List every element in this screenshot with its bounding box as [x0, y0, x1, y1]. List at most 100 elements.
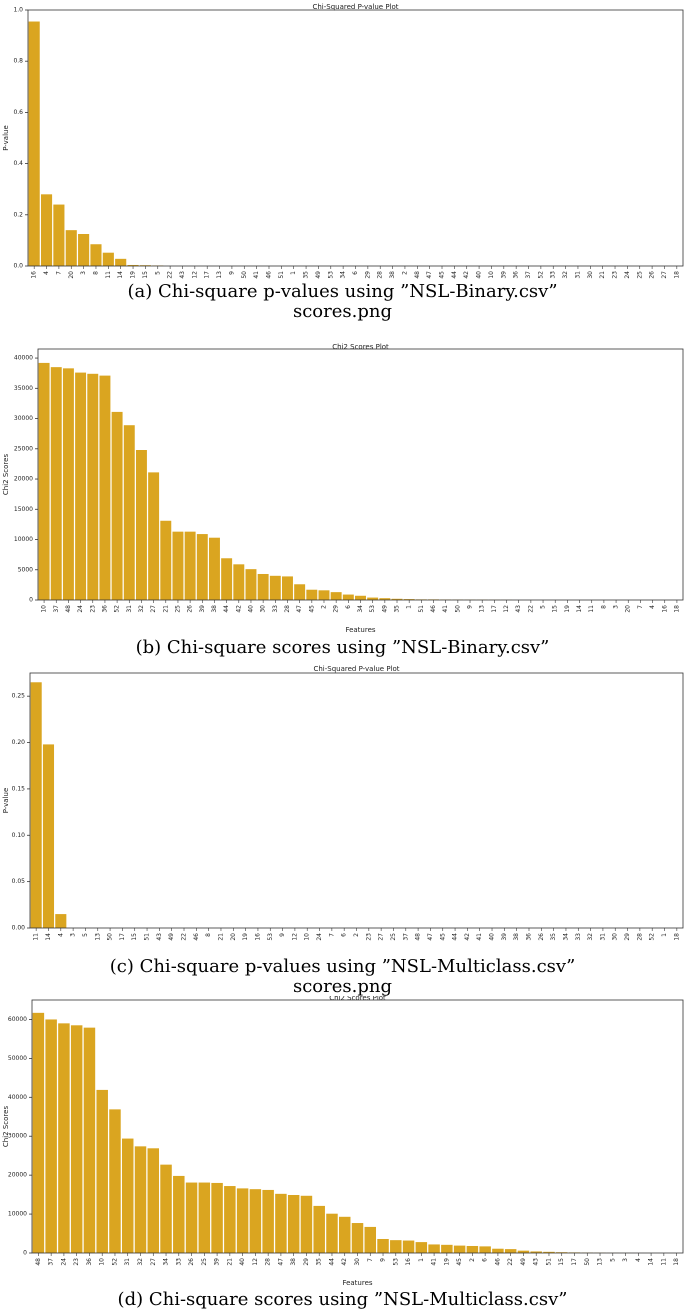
chart-c-xtick-label: 29: [624, 933, 631, 941]
chart-c-xtick-label: 21: [217, 933, 224, 941]
chart-d-bar: [428, 1244, 440, 1253]
chart-b-bar: [355, 595, 366, 600]
chart-a-bar: [127, 264, 139, 266]
chart-c-ytick-label: 0.20: [12, 739, 26, 746]
chart-c-bar: [55, 914, 67, 928]
chart-b-xtick-label: 7: [637, 605, 644, 609]
chart-b-bar: [391, 598, 403, 600]
chart-a-xtick-label: 31: [574, 271, 581, 279]
chart-b-xtick-label: 52: [114, 605, 121, 613]
chart-b-bar: [245, 569, 257, 600]
chart-b-bar: [184, 531, 196, 600]
chart-d-xtick-label: 37: [48, 1258, 55, 1266]
chart-a-xtick-label: 48: [414, 271, 421, 279]
chart-d-xtick-label: 32: [137, 1258, 144, 1266]
caption-b: (b) Chi-square scores using ”NSL-Binary.…: [0, 638, 685, 658]
chart-d-xtick-label: 17: [571, 1258, 578, 1266]
chart-c-xtick-label: 36: [525, 933, 532, 941]
chart-b-xtick-label: 15: [552, 605, 559, 613]
chart-b-xtick-label: 10: [41, 605, 48, 613]
chart-d-bar: [300, 1195, 313, 1253]
chart-b-xtick-label: 34: [357, 605, 364, 613]
chart-b-ytick-label: 15000: [14, 506, 33, 513]
chart-c-xtick-label: 22: [181, 933, 188, 941]
chart-a-xtick-label: 52: [537, 271, 544, 279]
chart-d-xtick-label: 16: [405, 1258, 412, 1266]
chart-d-ytick-label: 10000: [8, 1211, 27, 1218]
chart-b-bar: [208, 537, 220, 600]
chart-c-xtick-label: 44: [452, 933, 459, 941]
chart-a-xtick-label: 37: [525, 271, 532, 279]
chart-b-xtick-label: 5: [540, 605, 547, 609]
chart-b-xtick-label: 23: [89, 605, 96, 613]
chart-a-ytick-label: 1.0: [13, 7, 23, 14]
chart-d-xtick-label: 6: [482, 1258, 489, 1262]
chart-c-xtick-label: 45: [439, 933, 446, 941]
chart-d-bar: [287, 1195, 300, 1253]
chart-d-bar: [543, 1251, 555, 1253]
chart-d-xtick-label: 10: [99, 1258, 106, 1266]
chart-b-xtick-label: 47: [296, 605, 303, 613]
chart-c-xtick-label: 40: [489, 933, 496, 941]
chart-b-xtick-label: 26: [187, 605, 194, 613]
chart-d-xtick-label: 48: [35, 1258, 42, 1266]
chart-c-ytick-label: 0.15: [12, 785, 26, 792]
chart-c: Chi-Squared P-value Plot 0.00 0.05 0.10 0.15…: [2, 665, 684, 941]
chart-b-xtick-label: 51: [418, 605, 425, 613]
chart-d-bar: [453, 1245, 466, 1253]
chart-a-title: Chi-Squared P-value Plot: [312, 3, 398, 11]
chart-d-bar: [198, 1182, 211, 1253]
chart-d-bar: [364, 1226, 377, 1253]
chart-b-xtick-label: 8: [600, 605, 607, 609]
chart-c-xtick-label: 18: [673, 933, 680, 941]
chart-b-bar: [367, 597, 379, 600]
chart-d-xtick-label: 44: [328, 1258, 335, 1266]
chart-a-xtick-label: 34: [340, 271, 347, 279]
chart-b-bar: [160, 520, 172, 600]
chart-b-xtick-label: 30: [260, 605, 267, 613]
chart-d: Chi2 Scores Plot 0 10000 20000 30000 40000 500…: [2, 996, 684, 1287]
chart-c-xtick-label: 53: [267, 933, 274, 941]
chart-b-ylabel: Chi2 Scores: [2, 454, 10, 496]
chart-c-xtick-label: 38: [513, 933, 520, 941]
chart-c-xtick-label: 6: [341, 933, 348, 937]
caption-c-line1: (c) Chi-square p-values using ”NSL-Multi…: [109, 956, 576, 977]
chart-d-xtick-label: 18: [673, 1258, 680, 1266]
chart-c-xtick-label: 3: [70, 933, 77, 937]
chart-c-xtick-label: 23: [365, 933, 372, 941]
chart-a-xtick-label: 24: [624, 271, 631, 279]
chart-b-xtick-label: 13: [479, 605, 486, 613]
chart-b-xtick-label: 28: [284, 605, 291, 613]
chart-d-bar: [211, 1182, 223, 1253]
chart-a-ytick-label: 0.4: [13, 160, 23, 167]
figure-panel-b: Chi2 Scores Plot 0 5000 10000 15000 20000 2500…: [0, 343, 685, 659]
chart-b-xtick-label: 3: [613, 605, 620, 609]
chart-c-xtick-label: 30: [612, 933, 619, 941]
chart-c-xtick-label: 7: [328, 933, 335, 937]
chart-c-xtick-label: 27: [378, 933, 385, 941]
chart-d-xtick-label: 52: [111, 1258, 118, 1266]
chart-d-bar: [134, 1146, 147, 1253]
chart-b-bar: [99, 375, 111, 600]
chart-d-xtick-label: 15: [558, 1258, 565, 1266]
chart-b-xtick-label: 25: [174, 605, 181, 613]
chart-a-bar: [65, 230, 77, 266]
chart-b-xtick-label: 39: [199, 605, 206, 613]
chart-b-bar: [379, 598, 391, 600]
chart-d-xtick-label: 13: [597, 1258, 604, 1266]
chart-b-bar: [123, 425, 135, 600]
chart-c-xtick-label: 4: [57, 933, 64, 937]
chart-b-xtick-label: 37: [53, 605, 60, 613]
chart-d-bar: [415, 1242, 428, 1253]
chart-a-xtick-label: 35: [303, 271, 310, 279]
chart-c-xtick-label: 51: [144, 933, 151, 941]
chart-c-xtick-label: 12: [291, 933, 298, 941]
chart-b-xtick-label: 1: [406, 605, 413, 609]
chart-c-xtick-label: 20: [230, 933, 237, 941]
chart-a-ytick-label: 0.0: [13, 263, 23, 270]
chart-b-ytick-label: 25000: [14, 445, 33, 452]
chart-d-xtick-label: 47: [277, 1258, 284, 1266]
chart-b-xtick-label: 42: [235, 605, 242, 613]
chart-b-xtick-label: 36: [101, 605, 108, 613]
chart-a-bar: [40, 194, 53, 266]
